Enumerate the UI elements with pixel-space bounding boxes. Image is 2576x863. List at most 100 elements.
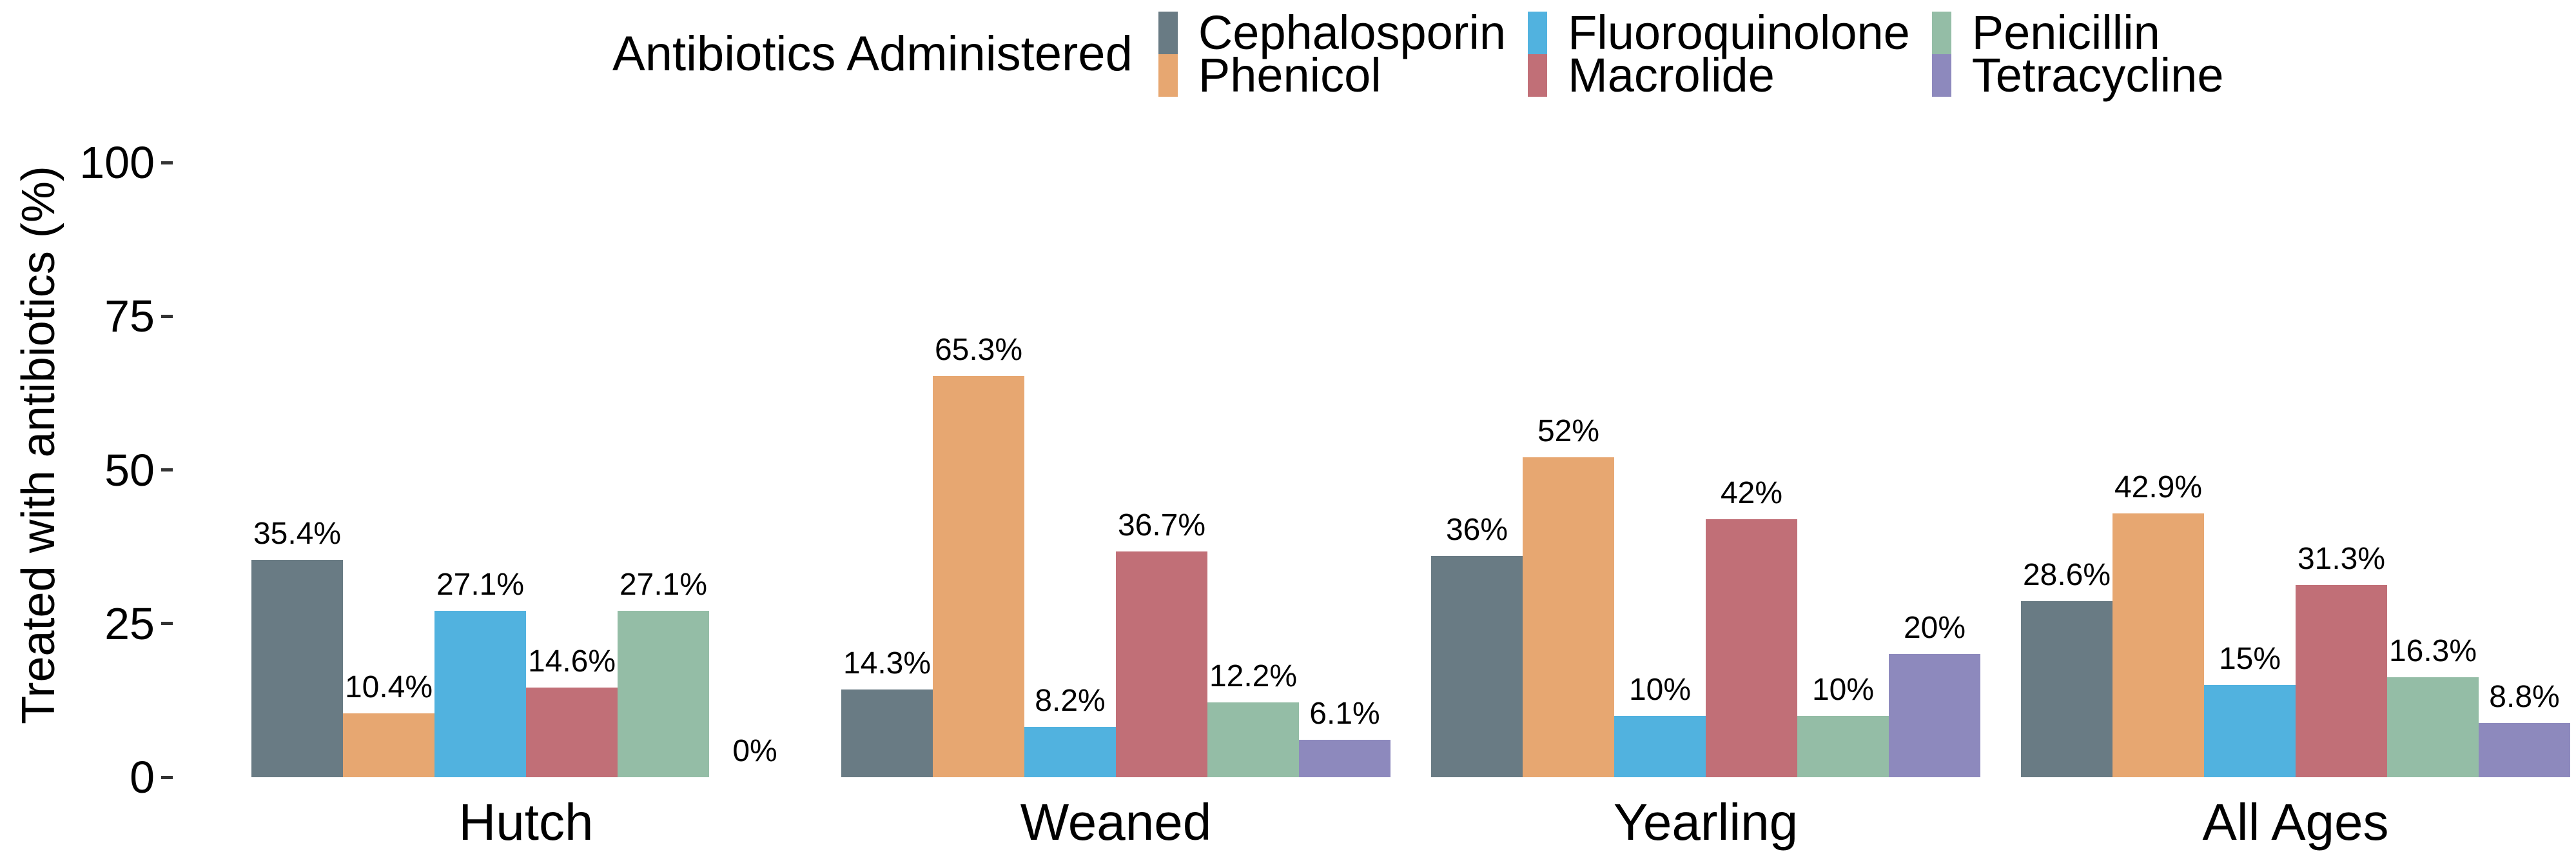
bar-group: 35.4% 10.4% 27.1% 14.6% 27.1% 0% — [251, 163, 801, 777]
bar-slot: 10% — [1797, 163, 1889, 777]
bar-slot: 42% — [1706, 163, 1797, 777]
bar-slot: 27.1% — [618, 163, 709, 777]
y-tick-label: 50 — [104, 444, 155, 495]
legend-label: Cephalosporin — [1198, 6, 1507, 59]
bar-group: 14.3% 65.3% 8.2% 36.7% 12.2% 6.1% — [841, 163, 1390, 777]
bar-slot: 31.3% — [2296, 163, 2387, 777]
legend-label: Macrolide — [1568, 48, 1775, 102]
bar-penicillin — [1797, 715, 1889, 777]
legend-swatch — [1528, 12, 1548, 54]
bar-phenicol — [343, 713, 434, 777]
bar-value-label: 14.3% — [843, 646, 932, 680]
bar-phenicol — [1523, 457, 1614, 777]
bar-macrolide — [1706, 519, 1797, 777]
bar-value-label: 10.4% — [344, 670, 433, 704]
bar-slot: 12.2% — [1207, 163, 1299, 777]
y-tick-label: 100 — [79, 137, 155, 188]
y-tick-mark — [161, 775, 173, 779]
bar-fluoroquinolone — [2204, 685, 2296, 777]
bar-macrolide — [526, 687, 618, 777]
bar-slot: 15% — [2204, 163, 2296, 777]
legend-swatch — [1931, 54, 1951, 97]
y-tick-label: 25 — [104, 598, 155, 649]
bar-value-label: 14.6% — [527, 644, 616, 679]
legend-swatch — [1931, 12, 1951, 54]
bar-slot: 52% — [1523, 163, 1614, 777]
x-labels: Hutch Weaned Yearling All Ages — [251, 795, 2570, 849]
bar-cephalosporin — [251, 559, 343, 777]
y-tick-mark — [161, 622, 173, 626]
y-axis: 0 25 50 75 100 — [0, 139, 251, 800]
bar-slot: 42.9% — [2113, 163, 2204, 777]
bar-value-label: 0% — [732, 734, 777, 768]
bar-group: 36% 52% 10% 42% 10% 20% — [1431, 163, 1980, 777]
legend-entry: Phenicol — [1158, 48, 1506, 102]
x-category-label: Yearling — [1613, 793, 1799, 851]
bar-slot: 0% — [709, 163, 801, 777]
bar-penicillin — [618, 610, 709, 777]
bar-value-label: 8.2% — [1035, 683, 1106, 718]
bar-penicillin — [2387, 677, 2479, 777]
legend-label: Tetracycline — [1971, 48, 2224, 102]
legend-entry: Penicillin — [1931, 9, 2224, 57]
bar-value-label: 6.1% — [1309, 696, 1380, 731]
bar-slot: 10% — [1614, 163, 1706, 777]
bar-slot: 20% — [1889, 163, 1980, 777]
y-tick-mark — [161, 161, 173, 164]
bar-value-label: 36.7% — [1117, 508, 1206, 543]
bar-slot: 14.6% — [526, 163, 618, 777]
x-category-label: All Ages — [2202, 793, 2389, 851]
bar-group: 28.6% 42.9% 15% 31.3% 16.3% 8.8% — [2021, 163, 2570, 777]
legend-entry: Fluoroquinolone — [1528, 9, 1910, 57]
y-tick-label: 0 — [130, 752, 155, 802]
legend-title: Antibiotics Administered — [612, 26, 1133, 81]
bar-slot: 36.7% — [1116, 163, 1207, 777]
bar-value-label: 16.3% — [2388, 633, 2477, 668]
bar-slot: 36% — [1431, 163, 1523, 777]
y-tick-mark — [161, 468, 173, 471]
bar-phenicol — [2113, 513, 2204, 777]
plot-area: 35.4% 10.4% 27.1% 14.6% 27.1% 0% 14.3% 65.3% 8.2… — [251, 163, 2570, 777]
legend-label: Phenicol — [1198, 48, 1381, 102]
x-category-label: Weaned — [1020, 793, 1212, 851]
x-category-label: Hutch — [458, 793, 594, 851]
bar-cephalosporin — [2021, 601, 2113, 777]
bar-value-label: 42% — [1720, 475, 1783, 510]
bar-slot: 65.3% — [933, 163, 1024, 777]
bar-value-label: 8.8% — [2489, 680, 2560, 715]
bar-value-label: 15% — [2218, 642, 2281, 677]
bar-slot: 8.2% — [1024, 163, 1116, 777]
bar-value-label: 27.1% — [619, 567, 708, 602]
bar-phenicol — [933, 375, 1024, 777]
bar-penicillin — [1207, 702, 1299, 777]
bar-slot: 14.3% — [841, 163, 933, 777]
legend-entries: Cephalosporin Fluoroquinolone Penicillin Ph… — [1158, 6, 2224, 102]
bar-fluoroquinolone — [434, 610, 526, 777]
bar-tetracycline — [2479, 723, 2570, 777]
bar-fluoroquinolone — [1024, 726, 1116, 777]
bar-value-label: 10% — [1811, 672, 1875, 707]
bar-tetracycline — [1299, 739, 1390, 777]
bar-fluoroquinolone — [1614, 715, 1706, 777]
legend-swatch — [1158, 54, 1178, 97]
legend: Antibiotics Administered Cephalosporin Fl… — [612, 6, 2224, 102]
legend-swatch — [1158, 12, 1178, 54]
bar-slot: 8.8% — [2479, 163, 2570, 777]
bar-slot: 6.1% — [1299, 163, 1390, 777]
bar-slot: 27.1% — [434, 163, 526, 777]
bar-macrolide — [1116, 551, 1207, 777]
bar-value-label: 65.3% — [934, 332, 1023, 367]
legend-swatch — [1528, 54, 1548, 97]
bar-slot: 16.3% — [2387, 163, 2479, 777]
bar-slot: 35.4% — [251, 163, 343, 777]
legend-entry: Macrolide — [1528, 48, 1910, 102]
bar-cephalosporin — [841, 689, 933, 777]
bar-value-label: 28.6% — [2022, 558, 2111, 593]
bar-value-label: 42.9% — [2114, 470, 2203, 505]
y-tick-label: 75 — [104, 291, 155, 342]
bar-cephalosporin — [1431, 555, 1523, 777]
bar-slot: 28.6% — [2021, 163, 2113, 777]
bar-slot: 10.4% — [343, 163, 434, 777]
y-tick-mark — [161, 314, 173, 318]
